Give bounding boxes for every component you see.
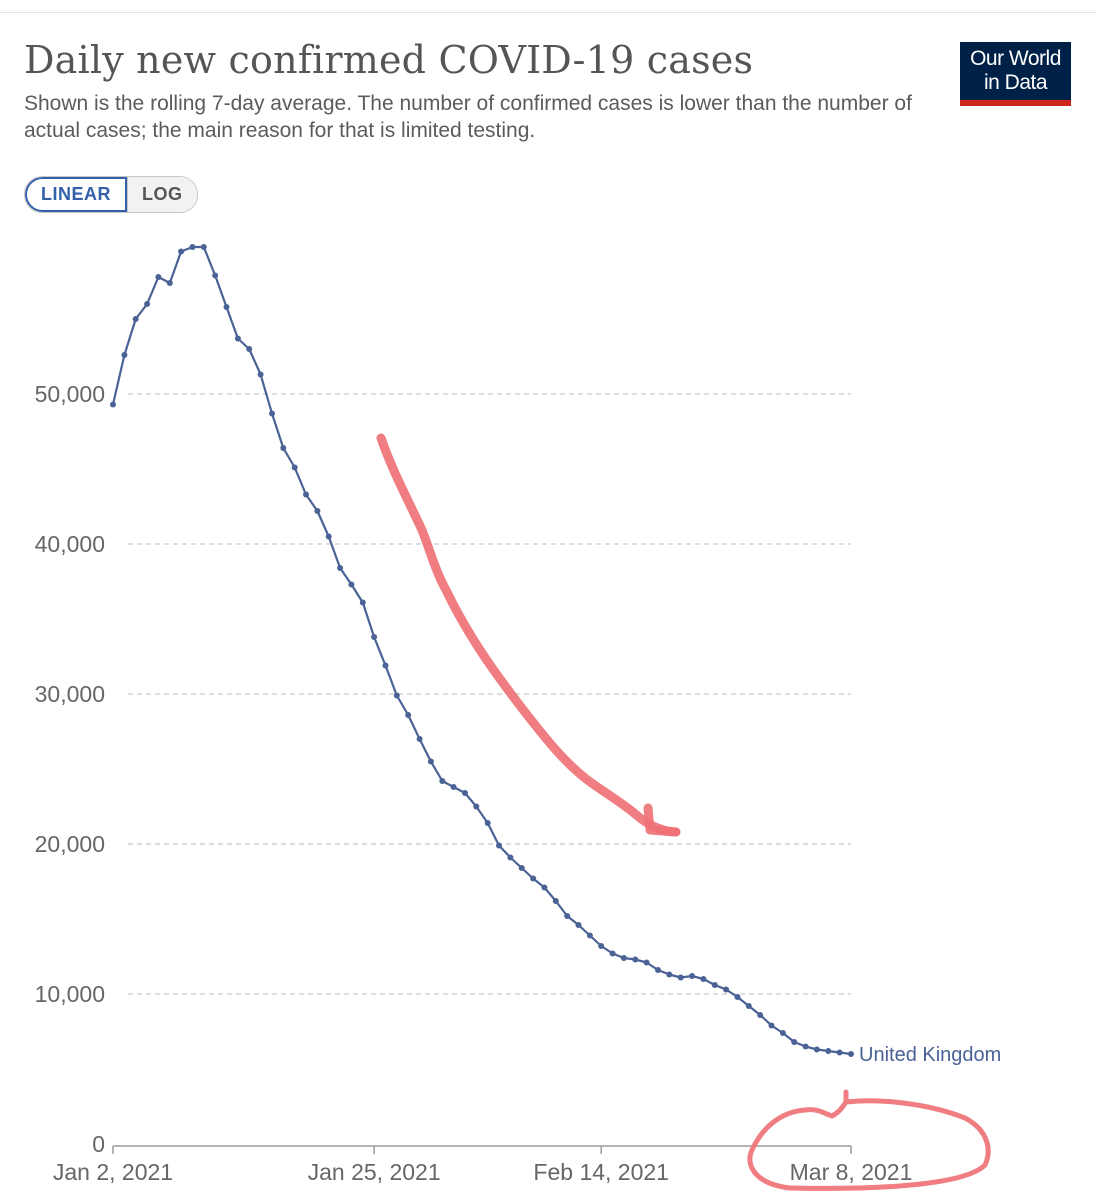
data-point	[189, 244, 196, 250]
data-point	[666, 971, 673, 978]
y-tick-label: 30,000	[35, 681, 105, 707]
data-point	[110, 401, 116, 408]
y-tick-label: 40,000	[35, 531, 105, 557]
data-point	[848, 1051, 854, 1057]
logo-line-2: in Data	[983, 71, 1048, 94]
data-point	[711, 982, 718, 988]
data-point	[303, 491, 309, 498]
logo-line-1: Our World	[970, 47, 1061, 70]
data-point	[541, 884, 548, 891]
data-point	[280, 445, 287, 451]
data-point	[450, 784, 457, 790]
downward-trend-arrow-annotation	[376, 433, 681, 837]
data-point	[768, 1022, 775, 1029]
data-point	[779, 1030, 786, 1036]
data-point	[291, 464, 298, 471]
data-point	[178, 248, 185, 255]
data-point	[757, 1012, 764, 1018]
x-tick-label: Jan 25, 2021	[308, 1159, 441, 1185]
data-point	[552, 898, 559, 904]
axes: 0 10,000 20,000 30,000 40,000 50,000 Jan 2, 20…	[35, 381, 913, 1185]
data-point	[598, 943, 605, 949]
chart-subtitle: Shown is the rolling 7-day average. The …	[24, 92, 912, 142]
data-point	[530, 875, 537, 882]
data-point	[723, 986, 730, 993]
data-point	[212, 272, 219, 279]
data-point	[166, 280, 173, 286]
data-point	[223, 304, 230, 310]
data-point	[348, 581, 355, 588]
data-point	[689, 973, 695, 979]
series-label-united-kingdom: United Kingdom	[859, 1044, 1001, 1066]
data-point	[393, 692, 400, 699]
data-point	[813, 1046, 820, 1053]
data-point	[405, 712, 412, 718]
hand-drawn-annotations	[376, 433, 991, 1191]
data-point	[371, 634, 378, 640]
data-point	[745, 1003, 752, 1009]
data-point	[359, 599, 366, 606]
data-point	[234, 335, 241, 342]
data-point	[269, 410, 275, 417]
x-tick-label: Jan 2, 2021	[53, 1159, 173, 1185]
arrow-head-annotation	[643, 803, 681, 837]
y-tick-label: 20,000	[35, 831, 105, 857]
data-point	[337, 565, 344, 571]
top-rule	[0, 0, 1097, 13]
linear-scale-button[interactable]: LINEAR	[25, 177, 127, 212]
data-point	[484, 820, 491, 826]
data-point	[609, 950, 616, 957]
circle-around-last-date-annotation	[747, 1089, 991, 1191]
data-point	[462, 790, 468, 796]
data-point	[643, 959, 650, 966]
data-point	[314, 508, 321, 514]
data-point	[620, 955, 627, 961]
scale-toggle: LINEAR LOG	[24, 176, 198, 213]
data-point	[632, 956, 639, 963]
data-point	[121, 352, 128, 358]
data-point	[257, 371, 264, 378]
data-point	[507, 854, 514, 861]
y-tick-label: 10,000	[35, 981, 105, 1007]
data-point	[382, 662, 389, 669]
y-tick-label: 0	[92, 1131, 105, 1157]
log-scale-button[interactable]: LOG	[127, 177, 197, 212]
series-layer: United Kingdom	[110, 244, 1001, 1066]
our-world-in-data-logo[interactable]: Our World in Data	[960, 42, 1071, 106]
data-point	[132, 316, 139, 322]
data-point	[825, 1048, 832, 1054]
data-point	[791, 1039, 798, 1045]
data-point	[518, 865, 525, 871]
data-point	[144, 301, 151, 307]
data-point	[200, 244, 207, 250]
data-point	[700, 976, 707, 982]
data-point	[325, 533, 332, 540]
data-point	[155, 274, 162, 280]
data-point	[496, 842, 502, 849]
data-point	[439, 778, 446, 784]
y-tick-label: 50,000	[35, 381, 105, 407]
data-point	[677, 974, 684, 981]
data-point	[575, 922, 582, 928]
grid-lines	[128, 393, 851, 995]
data-point	[416, 736, 423, 742]
data-point	[564, 913, 571, 919]
data-point	[655, 967, 661, 973]
x-tick-label: Mar 8, 2021	[790, 1159, 913, 1185]
data-point	[427, 758, 434, 765]
data-point	[802, 1043, 809, 1050]
data-point	[734, 994, 741, 1000]
data-point	[246, 346, 253, 352]
x-tick-label: Feb 14, 2021	[533, 1159, 669, 1185]
data-point	[586, 932, 593, 939]
data-point	[473, 803, 480, 810]
data-point	[836, 1049, 843, 1056]
chart-title: Daily new confirmed COVID-19 cases	[24, 38, 754, 82]
